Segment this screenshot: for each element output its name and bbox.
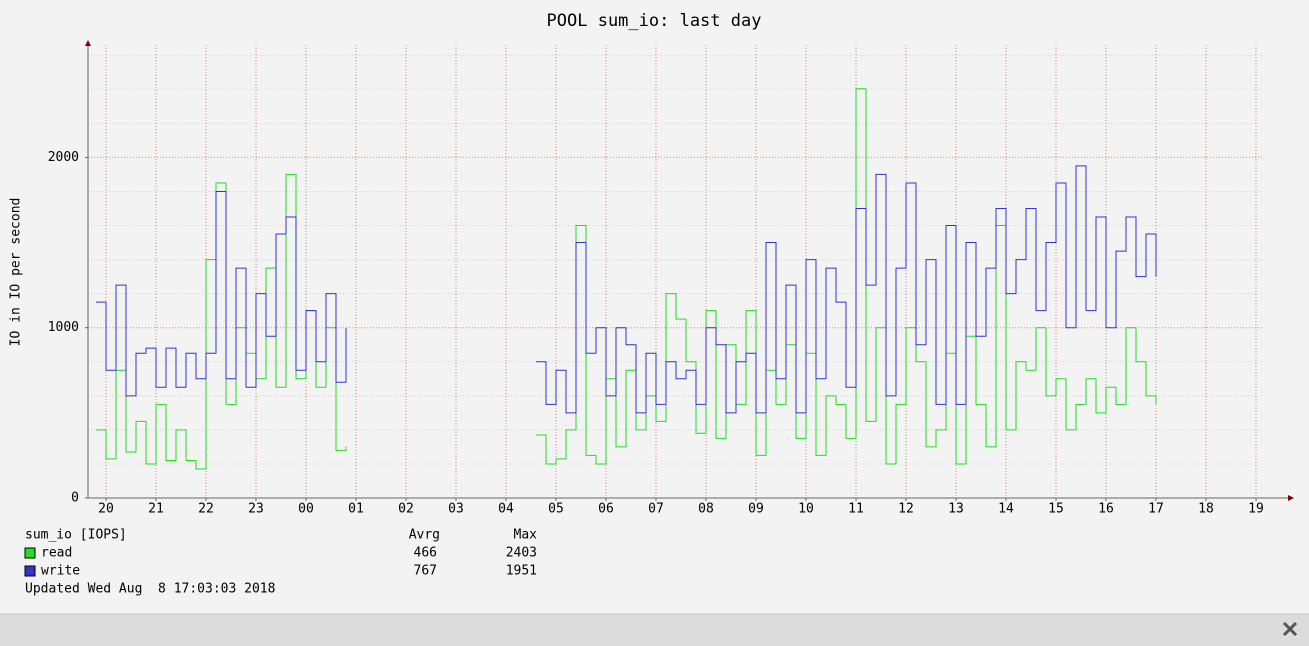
legend-max: 2403 xyxy=(506,546,537,561)
x-tick-label: 01 xyxy=(348,502,364,517)
legend: read 466 2403 write 767 1951 xyxy=(24,546,537,579)
x-tick-label: 17 xyxy=(1148,502,1164,517)
legend-max: 1951 xyxy=(506,564,537,579)
legend-swatch xyxy=(24,565,36,577)
legend-swatch xyxy=(24,547,36,559)
y-tick-label: 0 xyxy=(71,491,79,506)
close-button[interactable] xyxy=(1282,621,1298,637)
x-tick-label: 13 xyxy=(948,502,964,517)
x-tick-label: 08 xyxy=(698,502,714,517)
x-tick-label: 07 xyxy=(648,502,664,517)
y-axis-label: IO in IO per second xyxy=(9,198,24,347)
y-tick-label: 1000 xyxy=(48,320,79,335)
chart-title: POOL sum_io: last day xyxy=(547,11,762,31)
y-tick-label: 2000 xyxy=(48,150,79,165)
x-tick-label: 02 xyxy=(398,502,414,517)
plot xyxy=(96,88,1157,470)
x-tick-label: 15 xyxy=(1048,502,1064,517)
x-tick-label: 19 xyxy=(1248,502,1264,517)
x-tick-label: 05 xyxy=(548,502,564,517)
legend-header: Max xyxy=(514,528,538,543)
legend-header: Avrg xyxy=(409,528,440,543)
x-tick-label: 11 xyxy=(848,502,864,517)
legend-avrg: 767 xyxy=(414,564,437,579)
x-tick-label: 18 xyxy=(1198,502,1214,517)
x-tick-label: 03 xyxy=(448,502,464,517)
x-tick-label: 22 xyxy=(198,502,214,517)
series-line xyxy=(96,165,1157,414)
x-tick-label: 12 xyxy=(898,502,914,517)
x-tick-label: 09 xyxy=(748,502,764,517)
grid xyxy=(85,45,1264,501)
legend-label: read xyxy=(41,546,72,561)
bottom-bar xyxy=(0,614,1309,646)
x-tick-label: 00 xyxy=(298,502,314,517)
x-tick-label: 23 xyxy=(248,502,264,517)
x-tick-label: 21 xyxy=(148,502,164,517)
background xyxy=(0,0,1309,614)
x-tick-label: 20 xyxy=(98,502,114,517)
updated-text: Updated Wed Aug 8 17:03:03 2018 xyxy=(25,582,275,597)
legend-avrg: 466 xyxy=(414,546,437,561)
legend-header: sum_io [IOPS] xyxy=(25,528,127,543)
x-arrow xyxy=(1288,495,1294,501)
x-tick-label: 04 xyxy=(498,502,514,517)
x-tick-label: 16 xyxy=(1098,502,1114,517)
x-tick-label: 10 xyxy=(798,502,814,517)
x-tick-label: 06 xyxy=(598,502,614,517)
y-arrow xyxy=(85,40,91,46)
x-tick-label: 14 xyxy=(998,502,1014,517)
legend-label: write xyxy=(41,564,80,579)
